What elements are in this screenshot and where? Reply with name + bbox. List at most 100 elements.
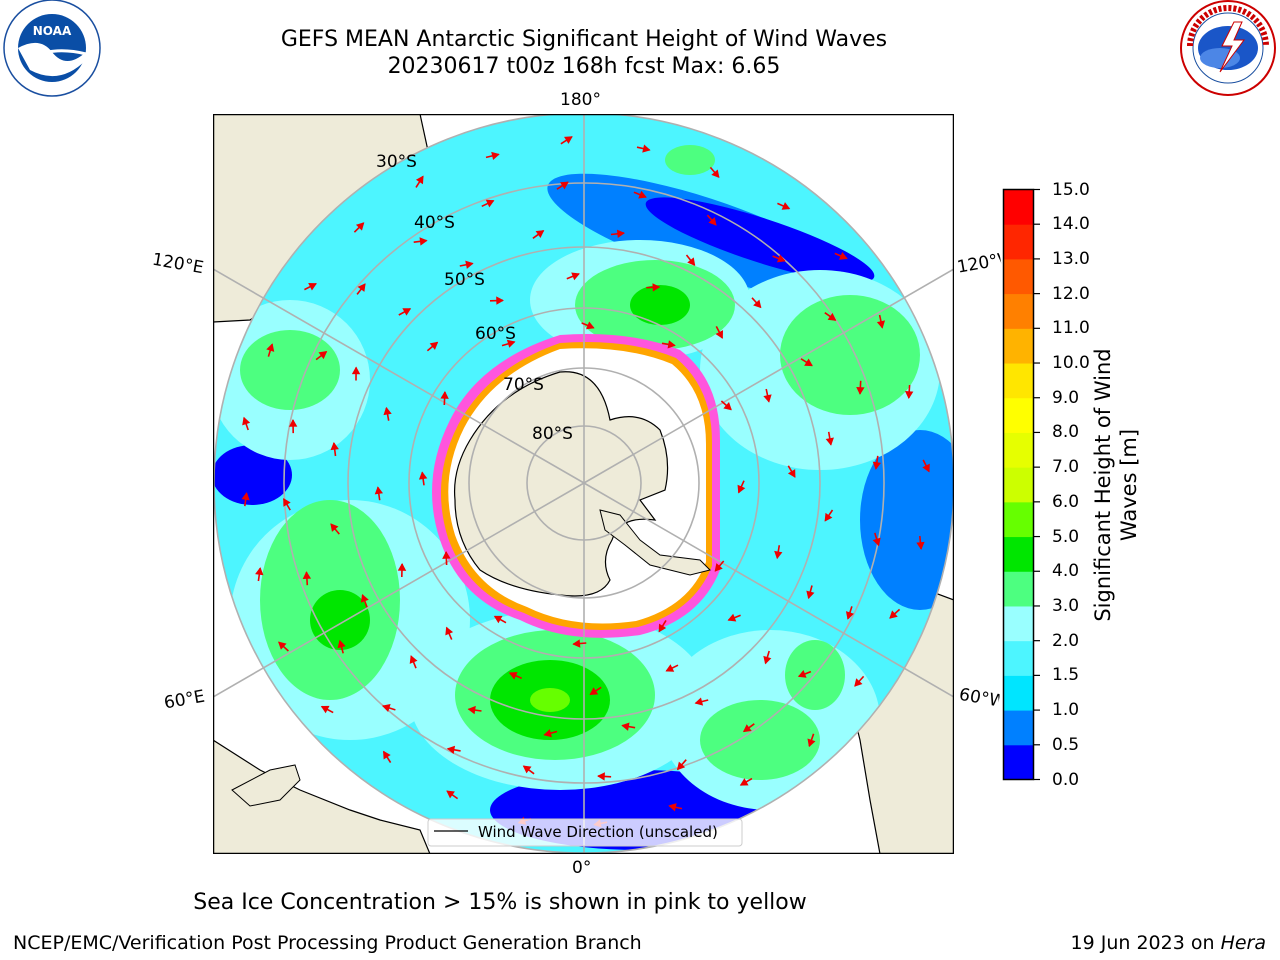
lon-label-120e: 120°E <box>150 249 206 279</box>
lon-label-60w: 60°W <box>957 684 1001 712</box>
wave-arrow-head <box>806 590 815 600</box>
colorbar-tick-label: 3.0 <box>1052 595 1080 616</box>
wave-arrow-head <box>687 257 696 267</box>
chart-title-line2: 20230617 t00z 168h fcst Max: 6.65 <box>387 54 781 79</box>
colorbar-swatch <box>1003 744 1034 780</box>
wave-arrow-head <box>330 523 339 532</box>
wave-arrow-head <box>383 750 391 760</box>
wave-arrow-head <box>571 272 580 281</box>
wave-arrow-head <box>668 803 677 812</box>
wave-arrow-head <box>652 283 661 292</box>
colorbar-tick-label: 10.0 <box>1052 353 1090 374</box>
colorbar-swatch <box>1003 467 1034 503</box>
colorbar-tick-label: 13.0 <box>1052 248 1090 269</box>
polar-map: Wind Wave Direction (unscaled) <box>212 113 955 855</box>
wave-arrow-head <box>485 199 495 208</box>
lat-label-30s: 30°S <box>376 152 417 172</box>
wave-arrow-head <box>446 790 455 799</box>
noaa-logo: NOAA <box>3 0 101 97</box>
wave-arrow-head <box>667 340 676 349</box>
wave-arrow-head <box>465 260 474 269</box>
wave-arrow-head <box>804 358 813 367</box>
colorbar-swatch <box>1003 224 1034 260</box>
colorbar-swatch <box>1003 363 1034 399</box>
wave-arrow-head <box>922 463 930 473</box>
wind-wave-arrows <box>241 136 930 828</box>
wave-arrow-head <box>318 351 328 360</box>
wave-arrow-head <box>383 406 392 416</box>
wave-arrow-head <box>597 772 605 781</box>
wave-arrow-head <box>616 229 626 238</box>
wave-arrow-head <box>446 745 456 755</box>
wave-arrow-head <box>665 664 675 672</box>
colorbar-swatch <box>1003 710 1034 746</box>
wave-arrow-head <box>589 687 599 695</box>
wave-arrow-head <box>506 339 516 348</box>
wave-arrow-head <box>560 181 569 190</box>
colorbar-swatch <box>1003 189 1034 225</box>
lat-label-80s: 80°S <box>532 424 573 444</box>
colorbar-tick-label: 5.0 <box>1052 526 1080 547</box>
colorbar-label-line1: Significant Height of Wind <box>1091 348 1115 622</box>
wave-arrow-head <box>288 419 298 427</box>
calm-zone-west <box>214 445 292 505</box>
wave-arrow-head <box>429 341 439 350</box>
legend-label: Wind Wave Direction (unscaled) <box>478 823 718 841</box>
wave-arrow-head <box>255 567 264 576</box>
wave-arrow-head <box>742 724 752 733</box>
wave-arrow-head <box>737 484 746 494</box>
wave-arrow-head <box>797 670 807 678</box>
wave-arrow-head <box>839 252 848 260</box>
wave-arrow-head <box>320 705 330 714</box>
colorbar-swatch <box>1003 328 1034 364</box>
wave-arrow-head <box>889 610 898 619</box>
wave-arrow-head <box>824 512 833 522</box>
wave-arrow-head <box>774 550 783 560</box>
footer-machine: Hera <box>1220 932 1266 954</box>
wave-arrow-head <box>872 537 881 547</box>
wave-arrow-head <box>415 175 424 185</box>
wave-arrow-head <box>727 613 737 622</box>
wave-direction-legend: Wind Wave Direction (unscaled) <box>427 818 743 847</box>
wave-arrow-head <box>308 282 317 291</box>
wave-arrow-head <box>825 437 834 446</box>
wave-arrow-head <box>360 594 369 603</box>
footer-date: 19 Jun 2023 on Hera <box>1070 932 1266 954</box>
wave-arrow-head <box>355 222 365 231</box>
wave-arrow-head <box>564 136 573 144</box>
colorbar-tick-label: 11.0 <box>1052 318 1090 339</box>
wave-arrow-head <box>854 678 863 687</box>
wave-arrow-head <box>522 765 532 774</box>
wave-arrow-head <box>739 778 749 786</box>
wave-arrow-head <box>419 237 428 246</box>
wave-arrow-head <box>763 655 772 665</box>
wave-arrow-head <box>638 190 647 199</box>
lat-label-50s: 50°S <box>444 270 485 290</box>
colorbar-tick-label: 1.5 <box>1052 665 1080 686</box>
wave-arrow-head <box>904 391 914 400</box>
polar-map-canvas: Wind Wave Direction (unscaled) <box>212 113 955 855</box>
wave-arrow-head <box>418 471 428 480</box>
wave-arrow-head <box>440 390 449 399</box>
wave-arrow-head <box>676 761 686 771</box>
wave-arrow-head <box>642 144 651 153</box>
wave-arrow-head <box>621 722 630 731</box>
colorbar-tick-label: 2.0 <box>1052 630 1080 651</box>
colorbar-tick-label: 14.0 <box>1052 214 1090 235</box>
wave-arrow-head <box>715 330 724 339</box>
wave-arrow-head <box>694 697 704 706</box>
wave-arrow-head <box>872 461 882 470</box>
chart-title-line1: GEFS MEAN Antarctic Significant Height o… <box>280 27 888 52</box>
wave-arrow-head <box>586 321 595 330</box>
wave-arrow-head <box>241 492 250 501</box>
wave-arrow-head <box>442 550 451 559</box>
wave-arrow-head <box>845 611 854 620</box>
colorbar-tick-label: 7.0 <box>1052 457 1080 478</box>
colorbar-tick-label: 8.0 <box>1052 422 1080 443</box>
wave-arrow-head <box>781 202 791 210</box>
footer-branch: NCEP/EMC/Verification Post Processing Pr… <box>13 932 642 954</box>
colorbar-swatch <box>1003 397 1034 433</box>
wave-arrow-head <box>266 343 275 352</box>
wave-arrow-head <box>787 469 796 478</box>
wave-arrow-head <box>493 615 503 624</box>
